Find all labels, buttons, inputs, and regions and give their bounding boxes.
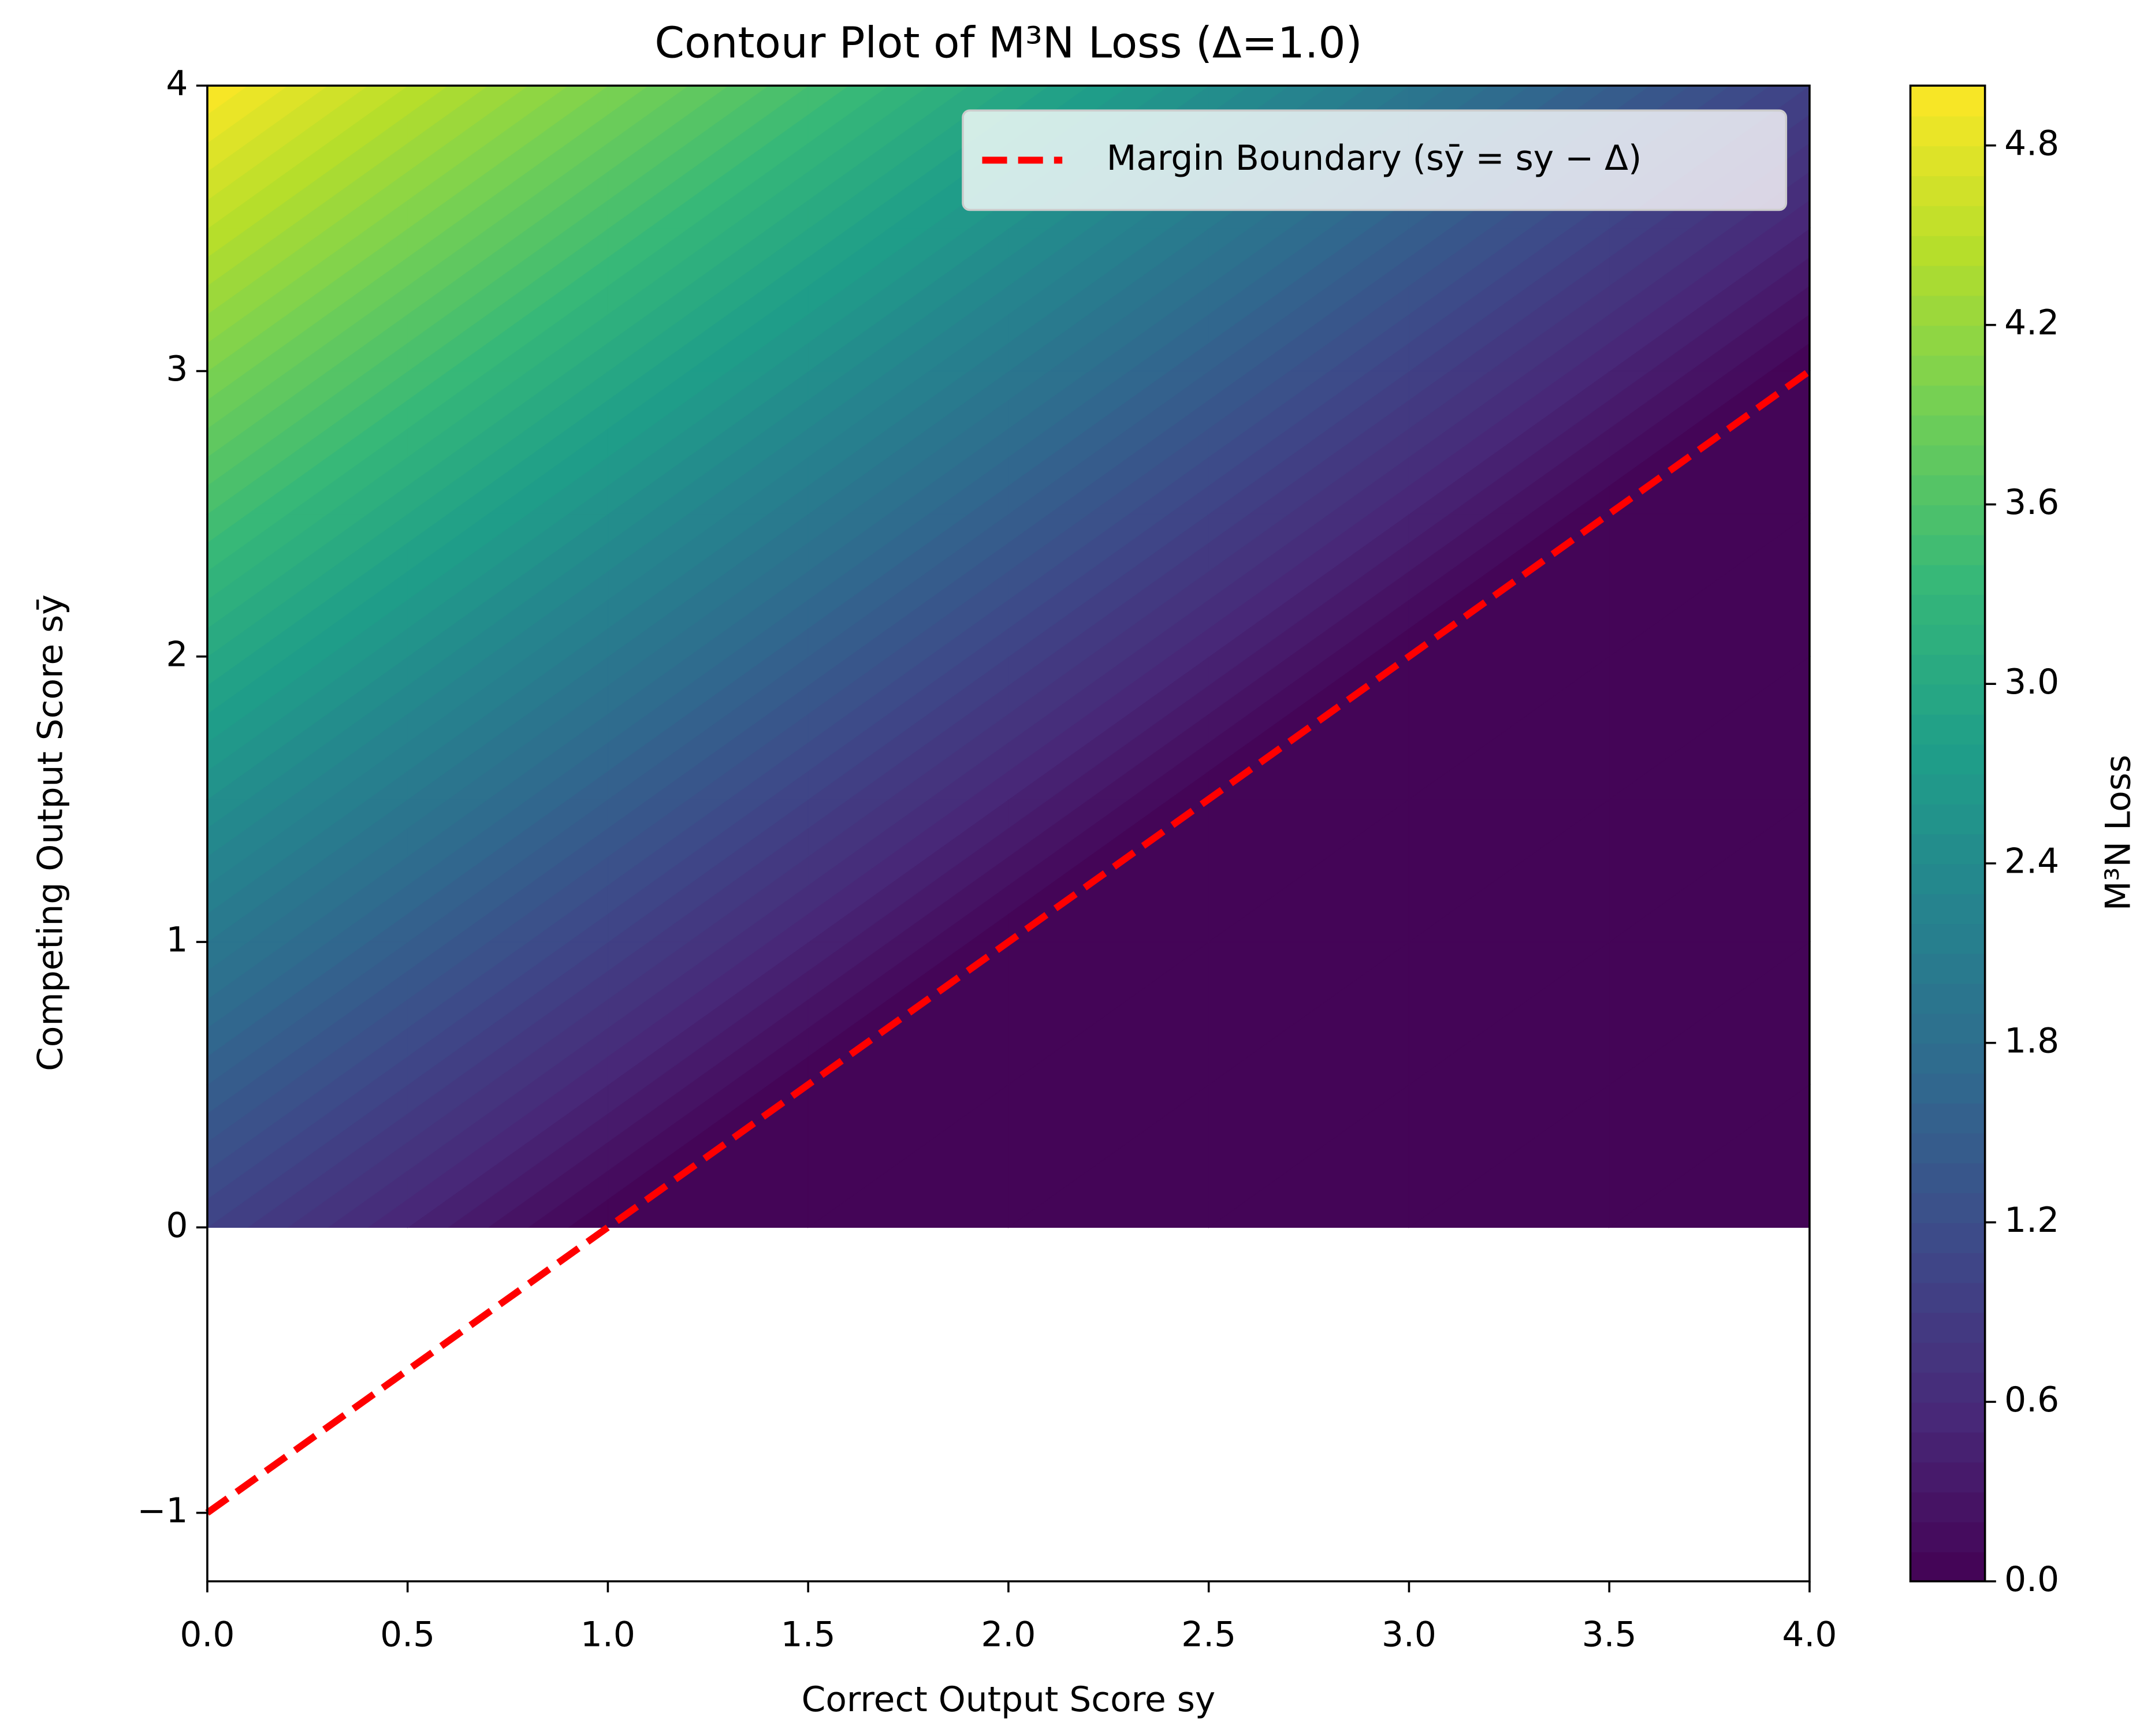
contour-fill <box>206 84 1811 1228</box>
colorbar-band <box>1910 833 1985 865</box>
colorbar-band <box>1910 1282 1985 1313</box>
colorbar-band <box>1910 1521 1985 1552</box>
colorbar-band <box>1910 415 1985 446</box>
colorbar-band <box>1910 773 1985 804</box>
legend-box <box>962 109 1788 211</box>
colorbar-band <box>1910 265 1985 296</box>
x-tick-label: 1.0 <box>580 1615 635 1655</box>
colorbar-band <box>1910 983 1985 1014</box>
colorbar-band <box>1910 295 1985 326</box>
colorbar-band <box>1910 85 1985 117</box>
colorbar-band <box>1910 1222 1985 1253</box>
y-tick-label: 1 <box>166 921 188 960</box>
y-axis-label: Competing Output Score sȳ <box>31 594 71 1071</box>
x-tick-label: 1.5 <box>781 1615 836 1655</box>
colorbar-band <box>1910 863 1985 895</box>
colorbar-band <box>1910 1312 1985 1343</box>
colorbar-label: M³N Loss <box>2099 755 2139 911</box>
colorbar-band <box>1910 1162 1985 1194</box>
colorbar-band <box>1910 444 1985 476</box>
colorbar-tick-label: 3.0 <box>2004 662 2059 702</box>
colorbar-band <box>1910 803 1985 835</box>
colorbar-band <box>1910 1432 1985 1463</box>
colorbar-band <box>1910 116 1985 147</box>
colorbar-tick-label: 0.6 <box>2004 1380 2059 1420</box>
colorbar-frame <box>1909 84 1986 1582</box>
colorbar-band <box>1910 1013 1985 1044</box>
x-tick-label: 2.5 <box>1181 1615 1236 1655</box>
y-tick-label: 0 <box>166 1206 188 1246</box>
colorbar-band <box>1910 953 1985 984</box>
colorbar-band <box>1910 1192 1985 1224</box>
colorbar-band <box>1910 145 1985 177</box>
colorbar-band <box>1910 923 1985 954</box>
colorbar-band <box>1910 325 1985 356</box>
y-tick-label: 3 <box>166 349 188 389</box>
colorbar-band <box>1910 1042 1985 1074</box>
colorbar-band <box>1910 474 1985 505</box>
colorbar-band <box>1910 534 1985 565</box>
colorbar-band <box>1910 235 1985 266</box>
colorbar-band <box>1910 654 1985 685</box>
colorbar-band <box>1910 893 1985 925</box>
colorbar-band <box>1910 175 1985 206</box>
colorbar <box>1910 85 1985 1582</box>
colorbar-band <box>1910 355 1985 386</box>
legend: Margin Boundary (sȳ = sy − Δ) <box>962 109 1788 211</box>
colorbar-tick-label: 4.2 <box>2004 303 2059 343</box>
x-tick-label: 0.5 <box>380 1615 435 1655</box>
colorbar-band <box>1910 1133 1985 1164</box>
colorbar-tick-label: 2.4 <box>2004 842 2059 882</box>
x-axis-label: Correct Output Score sy <box>802 1680 1216 1720</box>
x-tick-label: 3.0 <box>1382 1615 1436 1655</box>
x-tick-label: 4.0 <box>1782 1615 1837 1655</box>
colorbar-band <box>1910 1072 1985 1104</box>
colorbar-band <box>1910 564 1985 595</box>
y-tick-label: −1 <box>137 1491 188 1531</box>
colorbar-band <box>1910 1402 1985 1433</box>
colorbar-tick-label: 4.8 <box>2004 124 2059 163</box>
colorbar-band <box>1910 624 1985 655</box>
colorbar-band <box>1910 1491 1985 1523</box>
colorbar-tick-label: 1.8 <box>2004 1021 2059 1061</box>
x-tick-label: 0.0 <box>180 1615 235 1655</box>
colorbar-band <box>1910 205 1985 236</box>
legend-label: Margin Boundary (sȳ = sy − Δ) <box>1107 139 1642 178</box>
x-tick-label: 3.5 <box>1582 1615 1637 1655</box>
colorbar-band <box>1910 743 1985 775</box>
colorbar-band <box>1910 1252 1985 1283</box>
colorbar-tick-label: 1.2 <box>2004 1201 2059 1240</box>
x-tick-label: 2.0 <box>981 1615 1036 1655</box>
colorbar-band <box>1910 504 1985 535</box>
colorbar-band <box>1910 714 1985 745</box>
y-tick-label: 4 <box>166 64 188 104</box>
colorbar-band <box>1910 684 1985 715</box>
colorbar-band <box>1910 1342 1985 1373</box>
colorbar-tick-label: 3.6 <box>2004 483 2059 523</box>
y-tick-label: 2 <box>166 635 188 675</box>
colorbar-band <box>1910 385 1985 416</box>
chart-title: Contour Plot of M³N Loss (Δ=1.0) <box>654 18 1362 68</box>
colorbar-band <box>1910 1551 1985 1582</box>
colorbar-band <box>1910 1102 1985 1134</box>
colorbar-tick-label: 0.0 <box>2004 1560 2059 1600</box>
colorbar-band <box>1910 1372 1985 1403</box>
colorbar-band <box>1910 594 1985 625</box>
colorbar-band <box>1910 1461 1985 1493</box>
boundary-line <box>205 368 1812 1516</box>
